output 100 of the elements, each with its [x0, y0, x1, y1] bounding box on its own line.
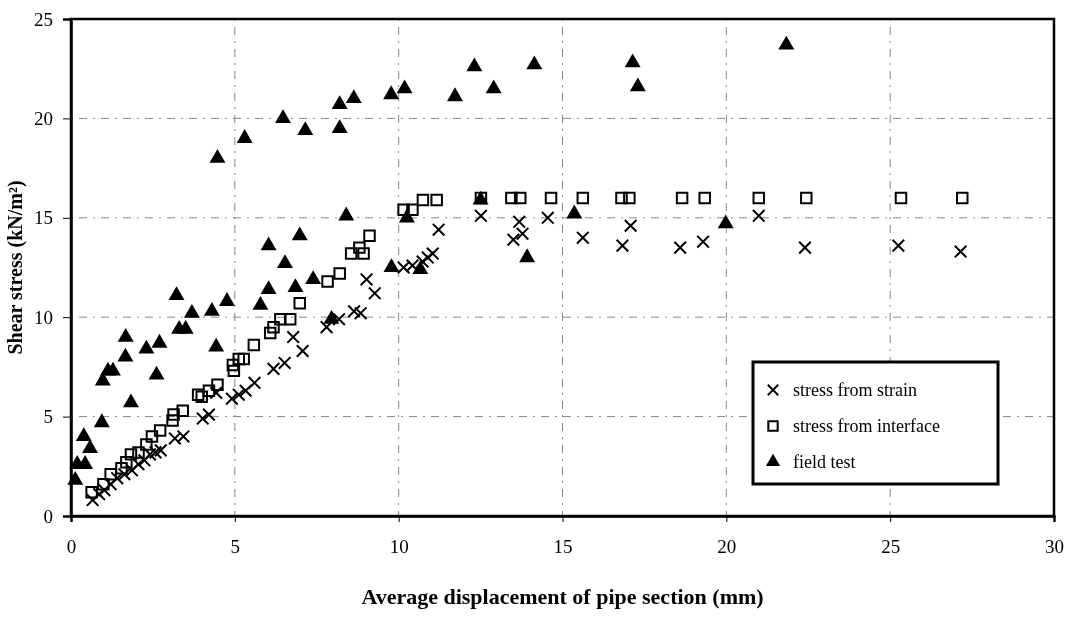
point — [353, 306, 368, 321]
point — [673, 240, 687, 255]
point — [287, 278, 304, 292]
point — [519, 248, 536, 263]
point — [148, 445, 163, 460]
point — [751, 209, 766, 223]
point — [421, 250, 435, 265]
point — [277, 356, 292, 370]
point — [231, 387, 246, 402]
legend-label: field test — [793, 452, 856, 472]
point — [153, 443, 168, 458]
point — [219, 292, 235, 306]
point — [696, 234, 710, 249]
y-tick-label: 20 — [34, 107, 53, 129]
point — [137, 453, 152, 468]
point — [267, 320, 280, 334]
point — [540, 210, 555, 225]
point — [232, 352, 246, 366]
point — [412, 260, 429, 275]
point — [202, 407, 216, 422]
point — [260, 236, 277, 251]
point — [266, 362, 281, 376]
point — [195, 411, 210, 426]
point — [338, 206, 355, 221]
point — [274, 312, 287, 326]
point — [247, 375, 262, 390]
point — [124, 448, 138, 461]
point — [227, 364, 241, 378]
point — [117, 467, 132, 482]
point — [752, 191, 766, 205]
point — [623, 218, 638, 233]
point — [513, 191, 527, 205]
point — [297, 121, 314, 135]
point — [145, 430, 159, 443]
point — [237, 352, 250, 366]
y-tick-label: 25 — [34, 8, 53, 30]
point — [183, 304, 200, 318]
point — [798, 240, 812, 255]
x-tick-label: 25 — [881, 536, 901, 558]
point — [263, 326, 277, 340]
point — [623, 191, 636, 205]
point — [236, 129, 253, 143]
point — [92, 487, 106, 501]
y-tick-label: 0 — [43, 505, 53, 527]
point — [168, 286, 185, 300]
point — [383, 85, 400, 100]
point — [332, 312, 346, 326]
x-tick-label: 10 — [389, 536, 409, 558]
point — [277, 254, 293, 269]
point — [447, 87, 463, 102]
x-tick-label: 0 — [66, 536, 77, 558]
legend-label: stress from strain — [793, 380, 917, 400]
point — [167, 408, 180, 421]
point — [238, 383, 253, 398]
point — [576, 191, 590, 205]
point — [143, 447, 157, 462]
point — [226, 358, 240, 372]
point — [615, 238, 630, 253]
point — [512, 214, 527, 229]
point — [176, 404, 189, 417]
point — [225, 391, 239, 406]
point — [515, 226, 530, 241]
point — [953, 244, 968, 259]
point — [353, 241, 366, 254]
point — [333, 267, 346, 280]
x-tick-label: 30 — [1045, 536, 1064, 558]
point — [97, 483, 112, 497]
point — [485, 79, 502, 94]
point — [383, 258, 400, 273]
x-tick-label: 5 — [230, 536, 241, 558]
point — [153, 424, 167, 437]
point — [398, 208, 415, 223]
point — [466, 57, 483, 72]
point — [474, 209, 488, 223]
point — [252, 296, 269, 310]
point — [415, 254, 430, 269]
point — [615, 191, 628, 205]
point — [345, 89, 362, 104]
point — [132, 446, 145, 459]
point — [505, 191, 518, 205]
point — [347, 304, 361, 319]
point — [359, 272, 374, 287]
x-tick-label: 20 — [717, 536, 737, 558]
point — [800, 191, 813, 205]
point — [321, 275, 334, 288]
point — [363, 229, 376, 242]
point — [416, 193, 430, 207]
point — [544, 191, 558, 205]
point — [331, 119, 348, 133]
point — [305, 270, 322, 285]
point — [675, 191, 689, 205]
point — [115, 462, 128, 475]
point — [367, 286, 382, 301]
point — [397, 203, 410, 217]
point — [891, 238, 906, 253]
x-axis-title: Average displacement of pipe section (mm) — [361, 584, 764, 609]
point — [286, 330, 300, 344]
point — [430, 193, 443, 207]
point — [166, 414, 179, 427]
point — [293, 297, 306, 310]
